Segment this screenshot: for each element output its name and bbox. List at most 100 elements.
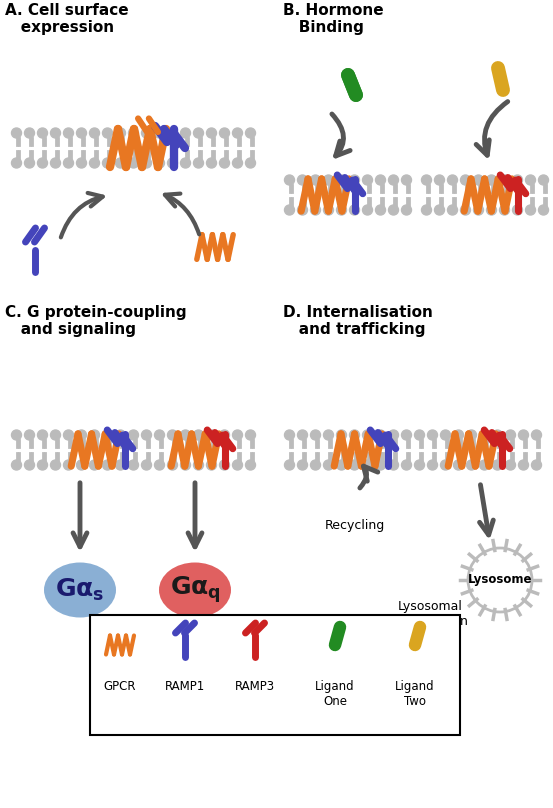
Circle shape xyxy=(441,460,451,470)
Circle shape xyxy=(324,430,333,440)
Text: B. Hormone
   Binding: B. Hormone Binding xyxy=(283,3,384,36)
Circle shape xyxy=(90,460,100,470)
Circle shape xyxy=(499,175,509,185)
Circle shape xyxy=(246,158,255,168)
Circle shape xyxy=(24,158,34,168)
Circle shape xyxy=(298,430,307,440)
Circle shape xyxy=(519,460,529,470)
Circle shape xyxy=(499,205,509,215)
Circle shape xyxy=(116,158,126,168)
Circle shape xyxy=(505,430,515,440)
Text: C. G protein-coupling
   and signaling: C. G protein-coupling and signaling xyxy=(5,305,186,338)
Circle shape xyxy=(220,158,229,168)
Circle shape xyxy=(461,205,471,215)
Circle shape xyxy=(128,158,138,168)
Circle shape xyxy=(232,128,243,138)
Circle shape xyxy=(168,158,178,168)
Circle shape xyxy=(246,128,255,138)
Circle shape xyxy=(194,128,204,138)
Circle shape xyxy=(453,430,463,440)
Circle shape xyxy=(142,158,152,168)
Circle shape xyxy=(363,460,373,470)
Circle shape xyxy=(468,548,532,612)
Circle shape xyxy=(401,205,411,215)
Circle shape xyxy=(102,158,112,168)
Circle shape xyxy=(64,128,74,138)
Circle shape xyxy=(180,430,190,440)
Circle shape xyxy=(427,460,437,470)
Text: RAMP3: RAMP3 xyxy=(235,680,275,693)
Circle shape xyxy=(76,460,86,470)
Circle shape xyxy=(168,128,178,138)
Circle shape xyxy=(220,430,229,440)
Text: A. Cell surface
   expression: A. Cell surface expression xyxy=(5,3,129,36)
Circle shape xyxy=(401,430,411,440)
Text: G$\mathbf{\alpha_s}$: G$\mathbf{\alpha_s}$ xyxy=(55,577,105,603)
Circle shape xyxy=(206,460,217,470)
Circle shape xyxy=(284,430,295,440)
Circle shape xyxy=(531,430,541,440)
Circle shape xyxy=(363,175,373,185)
Circle shape xyxy=(12,128,22,138)
Circle shape xyxy=(375,175,385,185)
Circle shape xyxy=(336,430,347,440)
Text: D. Internalisation
   and trafficking: D. Internalisation and trafficking xyxy=(283,305,433,338)
FancyBboxPatch shape xyxy=(90,615,460,735)
Circle shape xyxy=(180,158,190,168)
Circle shape xyxy=(76,430,86,440)
Circle shape xyxy=(467,460,477,470)
Circle shape xyxy=(415,460,425,470)
Circle shape xyxy=(220,128,229,138)
Circle shape xyxy=(375,430,385,440)
Circle shape xyxy=(324,175,333,185)
Circle shape xyxy=(479,460,489,470)
Circle shape xyxy=(310,460,321,470)
Circle shape xyxy=(493,430,503,440)
Text: Ligand
Two: Ligand Two xyxy=(395,680,435,708)
Circle shape xyxy=(90,430,100,440)
Circle shape xyxy=(116,430,126,440)
Circle shape xyxy=(473,205,483,215)
Circle shape xyxy=(50,460,60,470)
Text: Ligand
One: Ligand One xyxy=(315,680,355,708)
Circle shape xyxy=(389,205,399,215)
Circle shape xyxy=(453,460,463,470)
Circle shape xyxy=(421,175,431,185)
Circle shape xyxy=(531,460,541,470)
Circle shape xyxy=(513,175,523,185)
Circle shape xyxy=(220,460,229,470)
Ellipse shape xyxy=(44,562,116,617)
Circle shape xyxy=(435,175,445,185)
Circle shape xyxy=(427,430,437,440)
Circle shape xyxy=(64,158,74,168)
Circle shape xyxy=(441,430,451,440)
Circle shape xyxy=(12,460,22,470)
Circle shape xyxy=(206,128,217,138)
Circle shape xyxy=(142,430,152,440)
Circle shape xyxy=(24,128,34,138)
Circle shape xyxy=(232,158,243,168)
Circle shape xyxy=(90,128,100,138)
Circle shape xyxy=(232,430,243,440)
Circle shape xyxy=(246,430,255,440)
Circle shape xyxy=(401,460,411,470)
Circle shape xyxy=(363,430,373,440)
Circle shape xyxy=(349,205,359,215)
Circle shape xyxy=(539,205,549,215)
Circle shape xyxy=(525,175,535,185)
Circle shape xyxy=(246,460,255,470)
Circle shape xyxy=(154,430,164,440)
Circle shape xyxy=(487,205,497,215)
Circle shape xyxy=(76,158,86,168)
Circle shape xyxy=(298,175,307,185)
Circle shape xyxy=(505,460,515,470)
Circle shape xyxy=(479,430,489,440)
Circle shape xyxy=(232,460,243,470)
Circle shape xyxy=(519,430,529,440)
Circle shape xyxy=(493,460,503,470)
Circle shape xyxy=(336,175,347,185)
Circle shape xyxy=(50,430,60,440)
Circle shape xyxy=(389,175,399,185)
Circle shape xyxy=(310,175,321,185)
Text: Lysosomal
Degradation: Lysosomal Degradation xyxy=(391,600,469,628)
